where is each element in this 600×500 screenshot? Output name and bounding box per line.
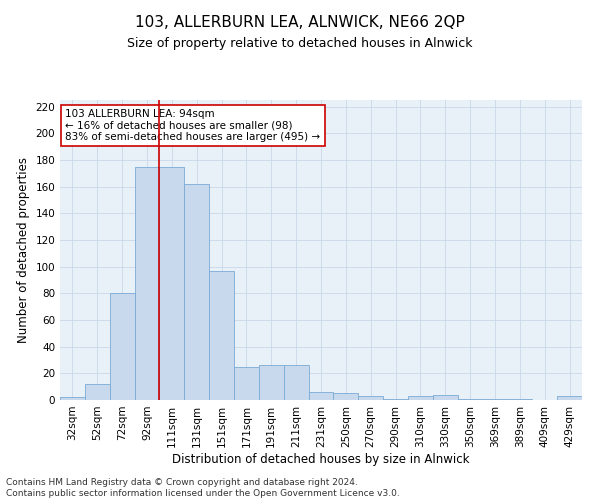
Bar <box>259 366 284 400</box>
Text: Size of property relative to detached houses in Alnwick: Size of property relative to detached ho… <box>127 38 473 51</box>
Bar <box>160 166 184 400</box>
Bar <box>234 366 259 400</box>
Bar <box>408 396 433 400</box>
Bar <box>284 366 308 400</box>
Bar <box>458 398 482 400</box>
Bar <box>508 398 532 400</box>
Bar <box>383 398 408 400</box>
Bar <box>184 184 209 400</box>
Text: Contains HM Land Registry data © Crown copyright and database right 2024.
Contai: Contains HM Land Registry data © Crown c… <box>6 478 400 498</box>
Bar <box>308 392 334 400</box>
Bar <box>134 166 160 400</box>
Bar <box>60 398 85 400</box>
Y-axis label: Number of detached properties: Number of detached properties <box>17 157 30 343</box>
Text: 103 ALLERBURN LEA: 94sqm
← 16% of detached houses are smaller (98)
83% of semi-d: 103 ALLERBURN LEA: 94sqm ← 16% of detach… <box>65 109 320 142</box>
Bar <box>110 294 134 400</box>
X-axis label: Distribution of detached houses by size in Alnwick: Distribution of detached houses by size … <box>172 452 470 466</box>
Bar <box>85 384 110 400</box>
Bar <box>334 394 358 400</box>
Bar <box>433 394 458 400</box>
Bar <box>557 396 582 400</box>
Text: 103, ALLERBURN LEA, ALNWICK, NE66 2QP: 103, ALLERBURN LEA, ALNWICK, NE66 2QP <box>135 15 465 30</box>
Bar <box>358 396 383 400</box>
Bar <box>209 270 234 400</box>
Bar <box>482 398 508 400</box>
